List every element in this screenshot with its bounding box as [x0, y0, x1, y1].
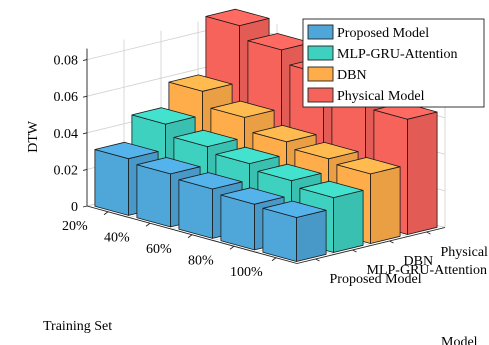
z-tick-label: 0.04 [54, 127, 79, 142]
bar-top-face [215, 146, 280, 165]
bar-top-face [257, 163, 322, 182]
legend-label: Physical Model [337, 89, 425, 104]
z-tick-label: 0.02 [54, 163, 79, 178]
z-tick-mark [82, 95, 88, 98]
bar-top-face [168, 74, 233, 92]
y-tick-mark [352, 249, 357, 253]
y-tick-label: Proposed Model [330, 272, 422, 287]
x-tick-mark [229, 245, 235, 250]
legend-swatch [307, 45, 334, 61]
z-tick-mark [82, 168, 88, 171]
bar-top-face [210, 100, 275, 118]
z-tick-label: 0.08 [54, 54, 79, 69]
bar-top-face [131, 107, 196, 125]
x-tick-label: 80% [188, 253, 214, 268]
axes: 0 0.02 0.04 0.06 0.08 DTW 20% 40% 60% 80% 100% Trai… [26, 48, 489, 345]
bar-top-face [220, 187, 285, 205]
bar-top-face [178, 172, 243, 190]
z-axis-title: DTW [26, 120, 41, 153]
y-tick-label: MLP-GRU-Attention [367, 263, 488, 278]
y-tick-mark [389, 240, 394, 244]
legend: Proposed Model MLP-GRU-Attention DBN Physic… [302, 18, 485, 108]
bar-front-face [94, 149, 129, 216]
x-tick-label: 60% [146, 242, 172, 257]
z-tick-label: 0 [71, 200, 78, 215]
legend-swatch [307, 66, 334, 82]
z-tick-mark [82, 205, 88, 208]
bar-top-face [336, 157, 401, 175]
bar-top-face [294, 141, 359, 160]
bar-side-face [296, 209, 327, 262]
bar-side-face [370, 166, 401, 244]
y-tick-label: Physical Model [441, 245, 489, 260]
bar-side-face [407, 111, 438, 235]
bar-front-face [220, 194, 255, 251]
y-axis-title: Model [441, 335, 478, 345]
z-tick-mark [82, 59, 88, 62]
bar-side-face [333, 189, 364, 253]
legend-label: DBN [337, 68, 367, 83]
y-tick-mark [426, 231, 431, 235]
legend-label: Proposed Model [337, 26, 429, 41]
bar-top-face [136, 157, 201, 175]
bar-front-face [178, 179, 213, 239]
x-tick-mark [145, 222, 151, 227]
z-tick-mark [82, 132, 88, 135]
x-tick-mark [187, 234, 193, 239]
y-tick-mark [315, 258, 320, 262]
legend-item: DBN [307, 66, 367, 83]
bar-top-face [262, 200, 327, 218]
legend-item: MLP-GRU-Attention [307, 45, 458, 62]
legend-swatch [307, 24, 334, 40]
x-tick-mark [271, 257, 277, 262]
bar-top-face [299, 180, 364, 199]
bar-top-face [173, 129, 238, 148]
x-tick-mark [103, 211, 109, 216]
bar-top-face [205, 8, 270, 27]
legend-item: Physical Model [307, 87, 425, 104]
x-tick-label: 40% [104, 230, 130, 245]
x-tick-label: 100% [230, 265, 263, 280]
bar-top-face [94, 141, 159, 160]
legend-swatch [307, 87, 334, 103]
z-tick-label: 0.06 [54, 90, 79, 105]
y-tick-label: DBN [404, 254, 434, 269]
bar-front-face [136, 164, 171, 228]
bar-top-face [252, 125, 317, 143]
legend-label: MLP-GRU-Attention [337, 47, 458, 62]
bar-proposed-model-100pct [262, 200, 327, 262]
y-axis-line [296, 227, 446, 264]
legend-item: Proposed Model [307, 24, 429, 41]
x-axis-title: Training Set [43, 319, 112, 334]
x-tick-label: 20% [62, 219, 88, 234]
bars [94, 8, 438, 262]
